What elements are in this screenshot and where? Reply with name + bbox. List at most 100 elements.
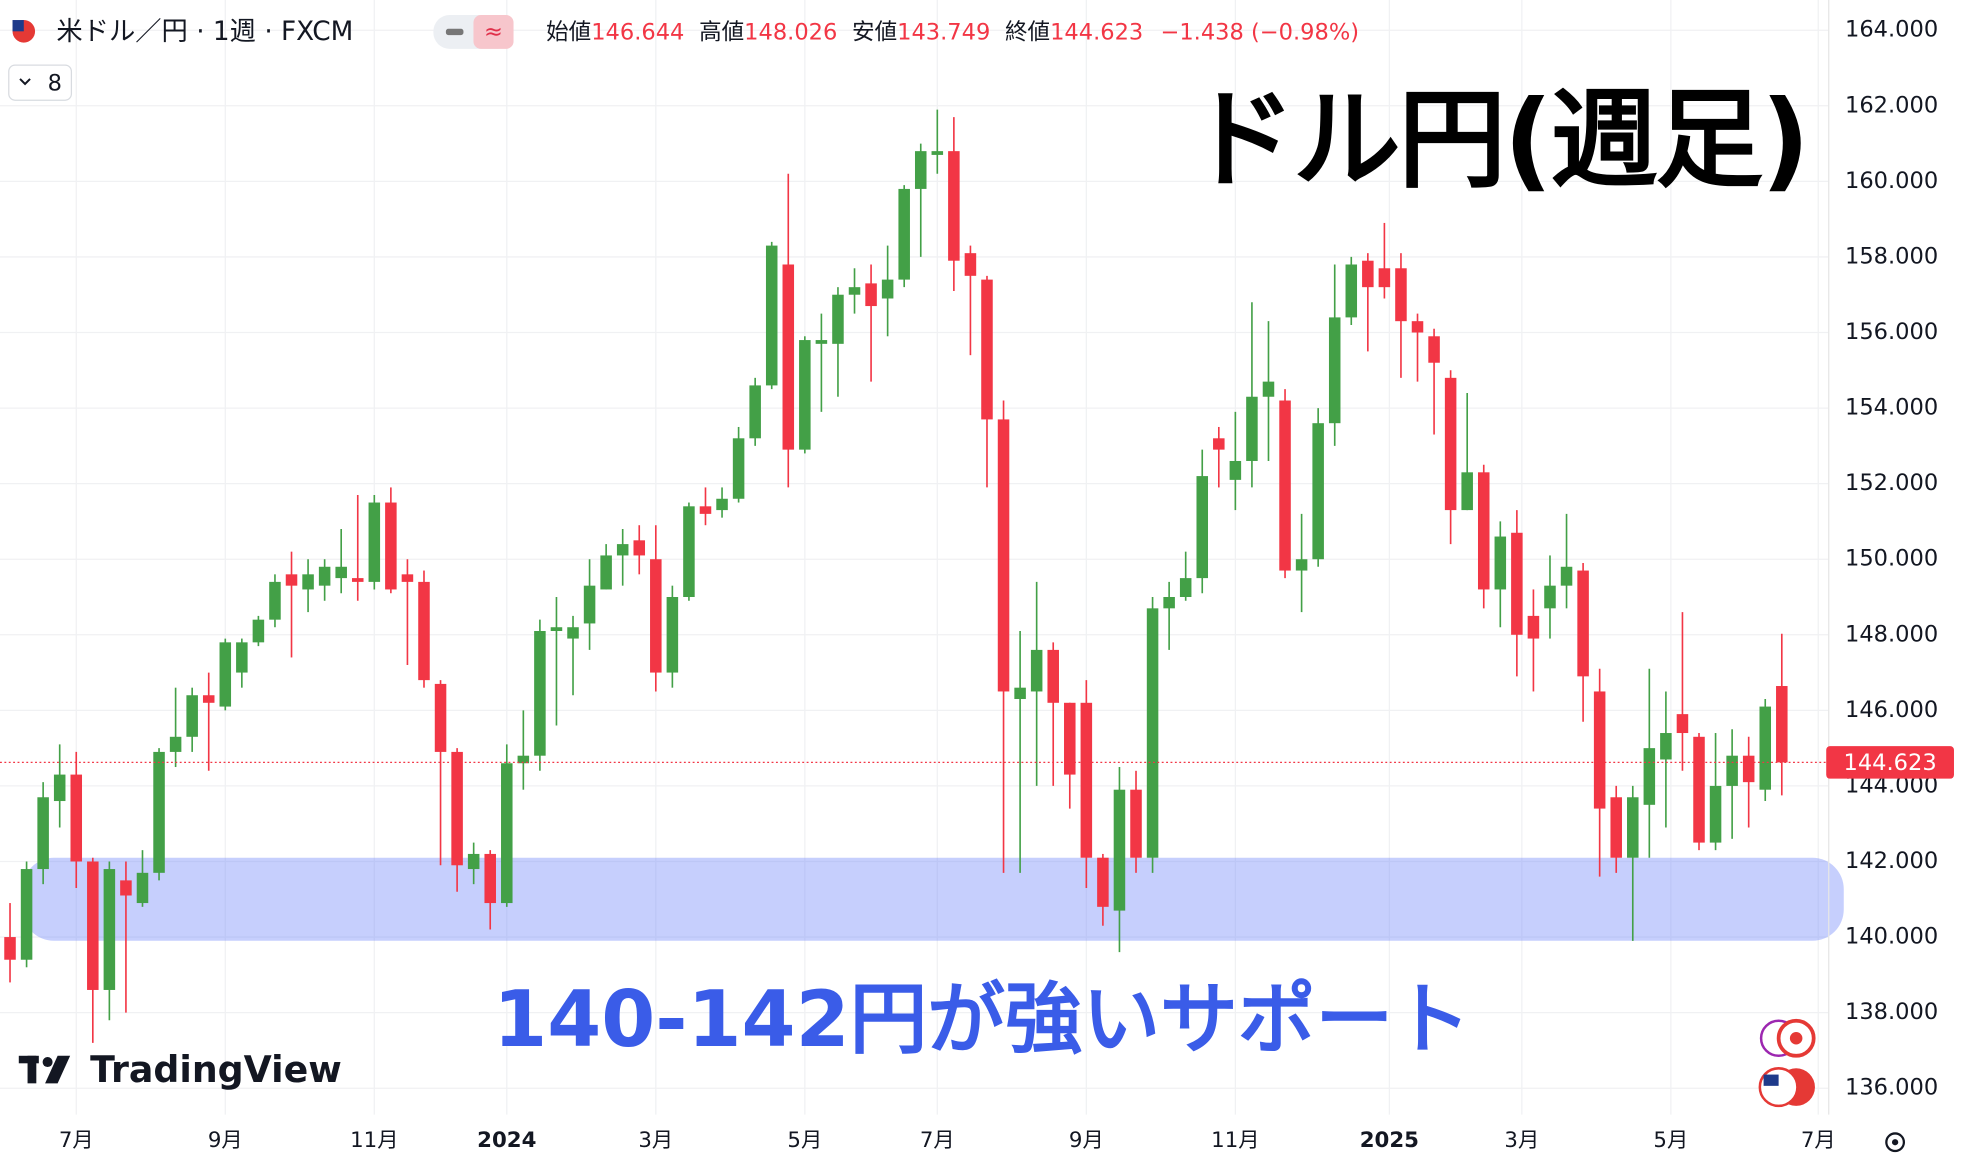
- candle-body: [914, 151, 927, 189]
- candle-body: [169, 736, 182, 752]
- logo-mark: [45, 1055, 71, 1084]
- candle-body: [616, 544, 629, 556]
- candle-body: [550, 627, 563, 632]
- y-tick-label: 158.000: [1845, 243, 1938, 269]
- settings-icon[interactable]: [1885, 1132, 1906, 1153]
- flag-icon-dot: [1789, 1031, 1803, 1045]
- y-tick-label: 162.000: [1845, 92, 1938, 118]
- candle-body: [765, 245, 778, 386]
- candle-body: [1527, 615, 1540, 639]
- annotation-title: ドル円(週足): [1188, 78, 1807, 203]
- candle-body: [683, 506, 695, 597]
- candle-body: [1560, 566, 1573, 586]
- candle-body: [534, 631, 546, 756]
- candle-body: [1262, 381, 1275, 397]
- candle-body: [1511, 532, 1523, 635]
- candle-body: [1312, 423, 1324, 560]
- candle-body: [1014, 687, 1026, 700]
- y-tick-label: 138.000: [1845, 999, 1938, 1025]
- candle-body: [931, 151, 944, 155]
- x-tick-label: 2024: [477, 1128, 536, 1153]
- x-tick-label: 7月: [1801, 1128, 1836, 1153]
- candle-body: [1362, 260, 1374, 288]
- y-tick-label: 164.000: [1845, 17, 1938, 43]
- flag-icon[interactable]: [1758, 1067, 1799, 1108]
- candle-body: [848, 287, 861, 295]
- candle-body: [1577, 570, 1589, 677]
- plot-area: [0, 109, 1844, 1043]
- indicator-toggle[interactable]: [8, 64, 73, 101]
- candle-body: [1610, 797, 1622, 858]
- candle-body: [1030, 649, 1043, 692]
- y-tick-label: 150.000: [1845, 546, 1938, 572]
- candle-body: [285, 574, 298, 586]
- candle-body: [351, 578, 364, 582]
- candle-body: [1179, 578, 1192, 597]
- candle-body: [252, 619, 265, 643]
- candle-body: [269, 581, 281, 620]
- candle-body: [1444, 377, 1457, 511]
- candle-body: [202, 695, 215, 703]
- candle-body: [1080, 702, 1093, 858]
- candle-body: [120, 880, 132, 896]
- y-tick-label: 160.000: [1845, 168, 1938, 194]
- symbol-flag-canton: [12, 20, 24, 32]
- candle-body: [699, 506, 712, 514]
- candle-body: [70, 774, 83, 862]
- symbol-title: 米ドル／円 · 1週 · FXCM: [56, 17, 353, 47]
- settings-icon-center: [1891, 1139, 1899, 1146]
- toggle-active[interactable]: [473, 15, 514, 49]
- annotation-support: 140-142円が強いサポート: [493, 975, 1471, 1065]
- logo: TradingView: [18, 1048, 342, 1091]
- support-band: [22, 857, 1844, 941]
- candle-body: [1130, 789, 1142, 858]
- candle-body: [236, 642, 248, 673]
- candle-body: [1726, 755, 1738, 786]
- toggle-icon: [445, 28, 464, 36]
- candle-body: [567, 627, 579, 639]
- candle-body: [749, 385, 761, 439]
- x-tick-label: 7月: [59, 1128, 94, 1153]
- candle-body: [1395, 268, 1407, 322]
- open-label: 始値: [546, 19, 591, 45]
- candle-body: [501, 763, 513, 904]
- y-tick-label: 140.000: [1845, 924, 1938, 950]
- candle-body: [87, 861, 99, 990]
- candle-body: [583, 585, 596, 624]
- candle-body: [1047, 649, 1059, 703]
- y-tick-label: 154.000: [1845, 395, 1938, 421]
- candle-body: [467, 853, 480, 870]
- candle-body: [103, 869, 116, 990]
- candle-body: [1627, 797, 1639, 858]
- x-tick-label: 11月: [350, 1128, 398, 1153]
- candle-body: [1776, 686, 1788, 763]
- candle-body: [1494, 536, 1507, 590]
- candle-body: [650, 559, 662, 673]
- candle-body: [1593, 691, 1606, 809]
- candle-body: [815, 340, 828, 344]
- low-label: 安値: [852, 19, 897, 45]
- candle-body: [153, 751, 165, 873]
- x-tick-label: 5月: [787, 1128, 822, 1153]
- candle-body: [1213, 438, 1225, 450]
- indicator-count: 8: [48, 70, 62, 96]
- candle-body: [186, 695, 198, 737]
- x-tick-label: 2025: [1360, 1128, 1419, 1153]
- candle-body: [1163, 596, 1175, 609]
- candle-body: [600, 555, 612, 590]
- x-tick-label: 9月: [208, 1128, 243, 1153]
- candle-body: [20, 869, 33, 960]
- candle-body: [1229, 460, 1242, 480]
- candle-body: [1378, 268, 1391, 288]
- last-price-tag: [1826, 746, 1954, 779]
- candle-body: [633, 540, 646, 556]
- candle-body: [517, 755, 530, 764]
- candle-body: [1146, 608, 1159, 858]
- x-tick-label: 5月: [1653, 1128, 1688, 1153]
- high-label: 高値: [699, 19, 744, 45]
- candle-body: [451, 751, 463, 866]
- candle-body: [434, 683, 447, 752]
- x-tick-label: 3月: [638, 1128, 673, 1153]
- candle-body: [1461, 472, 1473, 511]
